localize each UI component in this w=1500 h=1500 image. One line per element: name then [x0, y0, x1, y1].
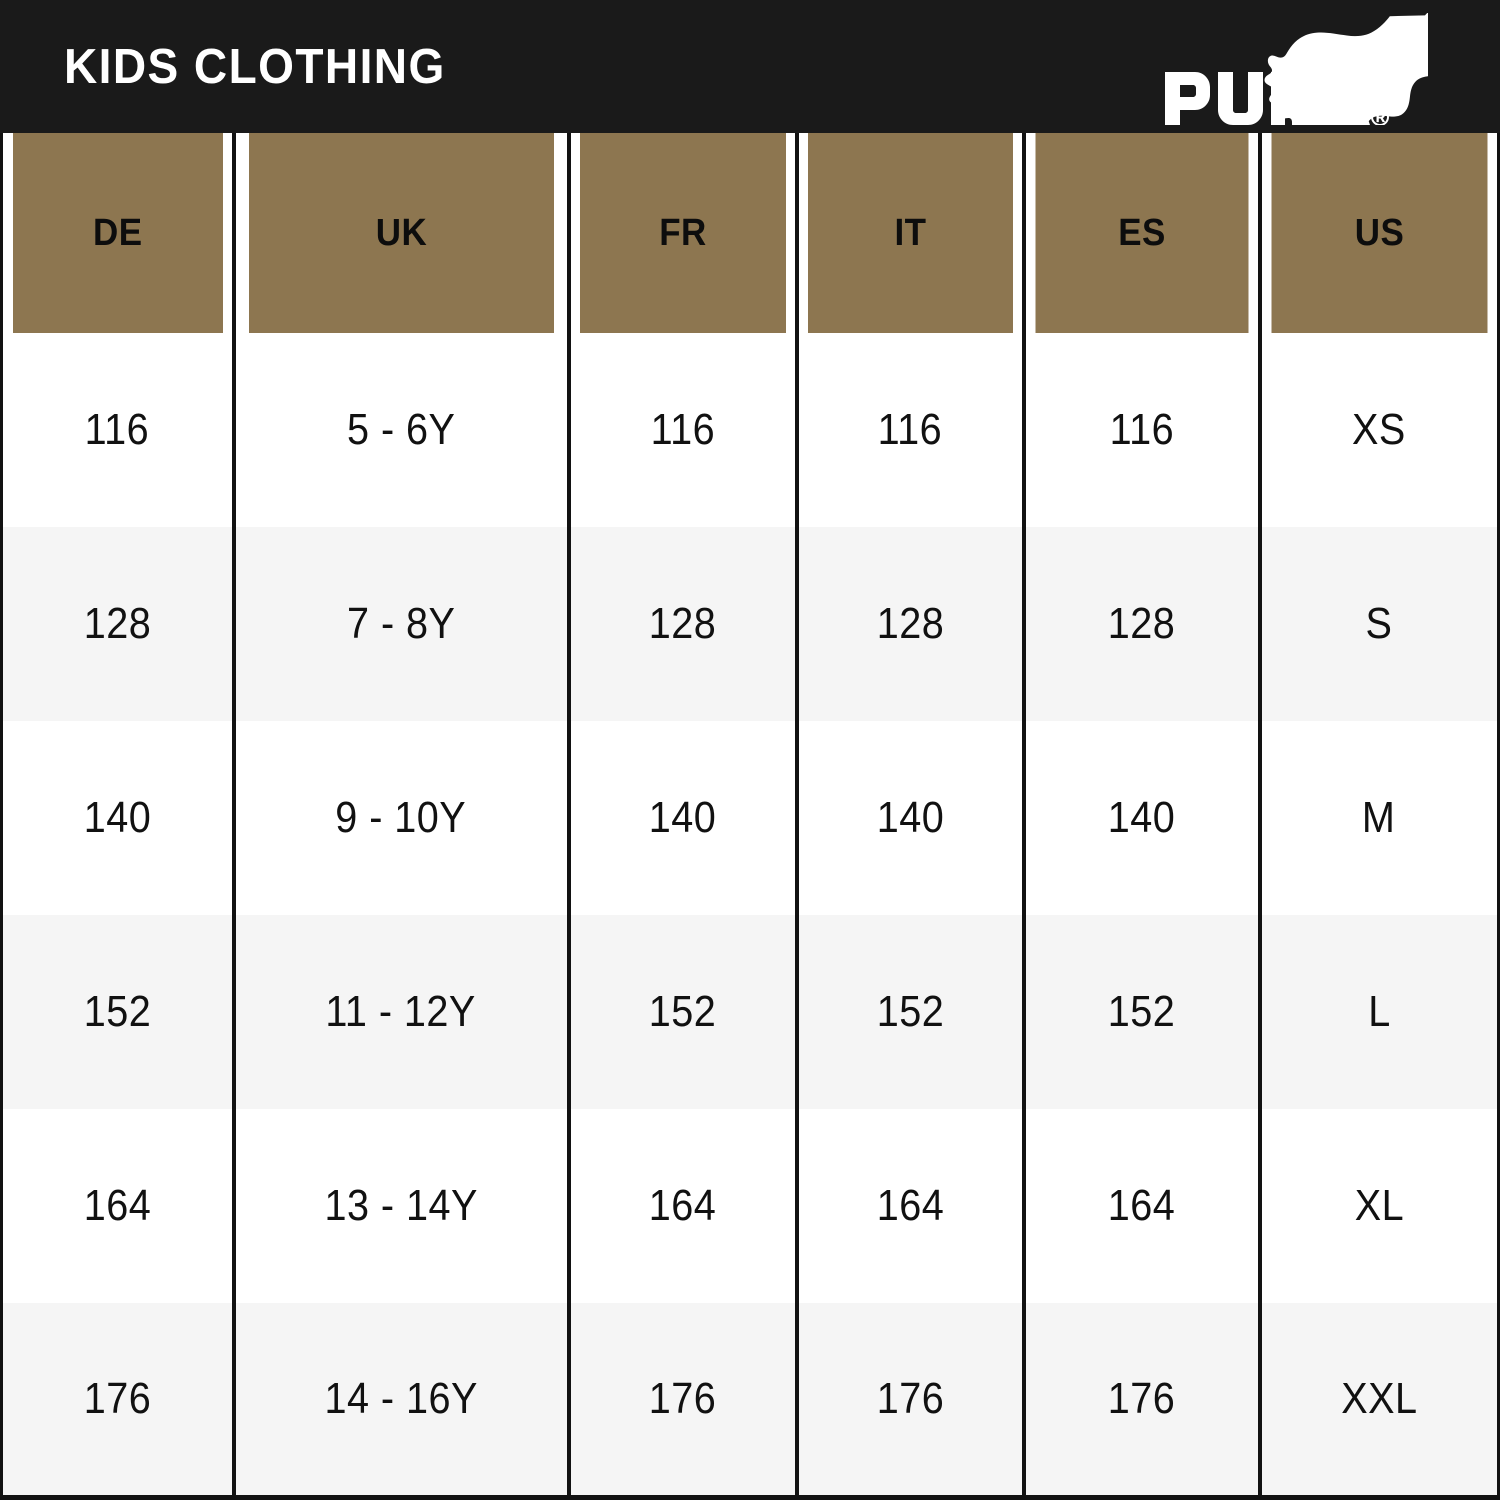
column-header-uk: UK [246, 133, 557, 333]
cell-value: 164 [83, 1181, 151, 1231]
table-row: 176 14 - 16Y 176 176 176 XXL [1, 1303, 1499, 1498]
table-header: DE UK FR IT ES US [2, 133, 1499, 333]
cell-value: XS [1352, 405, 1406, 455]
cell-es: 164 [1023, 1109, 1262, 1304]
column-header-us: US [1269, 133, 1489, 333]
puma-wordmark [1165, 71, 1370, 125]
cell-de: 176 [1, 1303, 236, 1498]
cell-de: 116 [1, 333, 236, 528]
cell-fr: 116 [568, 333, 799, 528]
cell-value: 9 - 10Y [335, 793, 467, 843]
cell-fr: 140 [568, 721, 799, 916]
cell-us: XL [1259, 1109, 1499, 1304]
cell-value: 152 [83, 987, 151, 1037]
cell-it: 164 [796, 1109, 1026, 1304]
cell-us: S [1259, 527, 1499, 722]
chart-header: KIDS CLOTHING [0, 0, 1500, 133]
table-row: 164 13 - 14Y 164 164 164 XL [1, 1109, 1499, 1304]
cell-value: 164 [1107, 1181, 1176, 1231]
cell-es: 116 [1023, 333, 1262, 528]
cell-value: 176 [1107, 1374, 1176, 1424]
cell-value: 164 [648, 1181, 717, 1231]
cell-value: 140 [1107, 793, 1176, 843]
cell-value: 128 [83, 599, 151, 649]
cell-value: XL [1354, 1181, 1404, 1231]
cell-fr: 128 [568, 527, 799, 722]
cell-value: 116 [650, 405, 715, 455]
cell-es: 176 [1023, 1303, 1262, 1498]
column-header-fr: FR [577, 133, 790, 333]
cell-value: XXL [1340, 1374, 1418, 1424]
cell-value: 116 [877, 405, 943, 455]
cell-value: M [1362, 793, 1396, 843]
cell-it: 176 [796, 1303, 1026, 1498]
cell-value: 13 - 14Y [324, 1181, 478, 1231]
cell-de: 128 [1, 527, 236, 722]
cell-us: XS [1259, 333, 1499, 528]
table-row: 128 7 - 8Y 128 128 128 S [1, 527, 1499, 722]
cell-uk: 9 - 10Y [233, 721, 571, 916]
cell-es: 152 [1023, 915, 1262, 1110]
cell-value: 176 [648, 1374, 717, 1424]
table-body: 116 5 - 6Y 116 116 116 XS 128 7 - 8Y 128… [1, 333, 1499, 1498]
cell-value: 11 - 12Y [325, 987, 477, 1037]
registered-trademark-icon [1371, 107, 1389, 125]
cell-uk: 11 - 12Y [233, 915, 571, 1110]
cell-value: 140 [83, 793, 151, 843]
cell-uk: 14 - 16Y [233, 1303, 571, 1498]
cell-value: 152 [648, 987, 717, 1037]
cell-uk: 5 - 6Y [233, 333, 571, 528]
cell-it: 140 [796, 721, 1026, 916]
cell-de: 152 [1, 915, 236, 1110]
cell-value: 128 [1107, 599, 1176, 649]
cell-fr: 152 [568, 915, 799, 1110]
cell-value: 152 [1107, 987, 1176, 1037]
page-title: KIDS CLOTHING [64, 40, 446, 94]
cell-us: XXL [1259, 1303, 1499, 1498]
table-row: 140 9 - 10Y 140 140 140 M [1, 721, 1499, 916]
cell-us: L [1259, 915, 1499, 1110]
column-header-es: ES [1032, 133, 1252, 333]
cell-es: 140 [1023, 721, 1262, 916]
cell-value: 164 [876, 1181, 944, 1231]
cell-de: 164 [1, 1109, 236, 1304]
cell-value: 128 [876, 599, 944, 649]
size-table: DE UK FR IT ES US 116 5 - 6Y 116 116 116… [0, 133, 1500, 1500]
cell-value: 128 [648, 599, 717, 649]
cell-uk: 13 - 14Y [233, 1109, 571, 1304]
cell-value: 176 [876, 1374, 944, 1424]
cell-value: 116 [85, 405, 150, 455]
cell-value: 14 - 16Y [324, 1374, 478, 1424]
cell-it: 152 [796, 915, 1026, 1110]
cell-us: M [1259, 721, 1499, 916]
cell-value: L [1367, 987, 1391, 1037]
cell-value: 116 [1109, 405, 1174, 455]
cell-uk: 7 - 8Y [233, 527, 571, 722]
cell-value: 152 [876, 987, 944, 1037]
table-row: 152 11 - 12Y 152 152 152 L [1, 915, 1499, 1110]
cell-value: 7 - 8Y [346, 599, 456, 649]
cell-value: 140 [648, 793, 717, 843]
cell-value: 176 [83, 1374, 151, 1424]
header-row: DE UK FR IT ES US [2, 133, 1499, 333]
puma-logo [1158, 12, 1428, 125]
cell-value: 140 [876, 793, 944, 843]
cell-it: 128 [796, 527, 1026, 722]
cell-fr: 164 [568, 1109, 799, 1304]
cell-value: S [1365, 599, 1393, 649]
cell-value: 5 - 6Y [346, 405, 456, 455]
table-row: 116 5 - 6Y 116 116 116 XS [1, 333, 1499, 528]
cell-it: 116 [796, 333, 1026, 528]
cell-de: 140 [1, 721, 236, 916]
column-header-de: DE [10, 133, 227, 333]
cell-es: 128 [1023, 527, 1262, 722]
column-header-it: IT [805, 133, 1017, 333]
cell-fr: 176 [568, 1303, 799, 1498]
